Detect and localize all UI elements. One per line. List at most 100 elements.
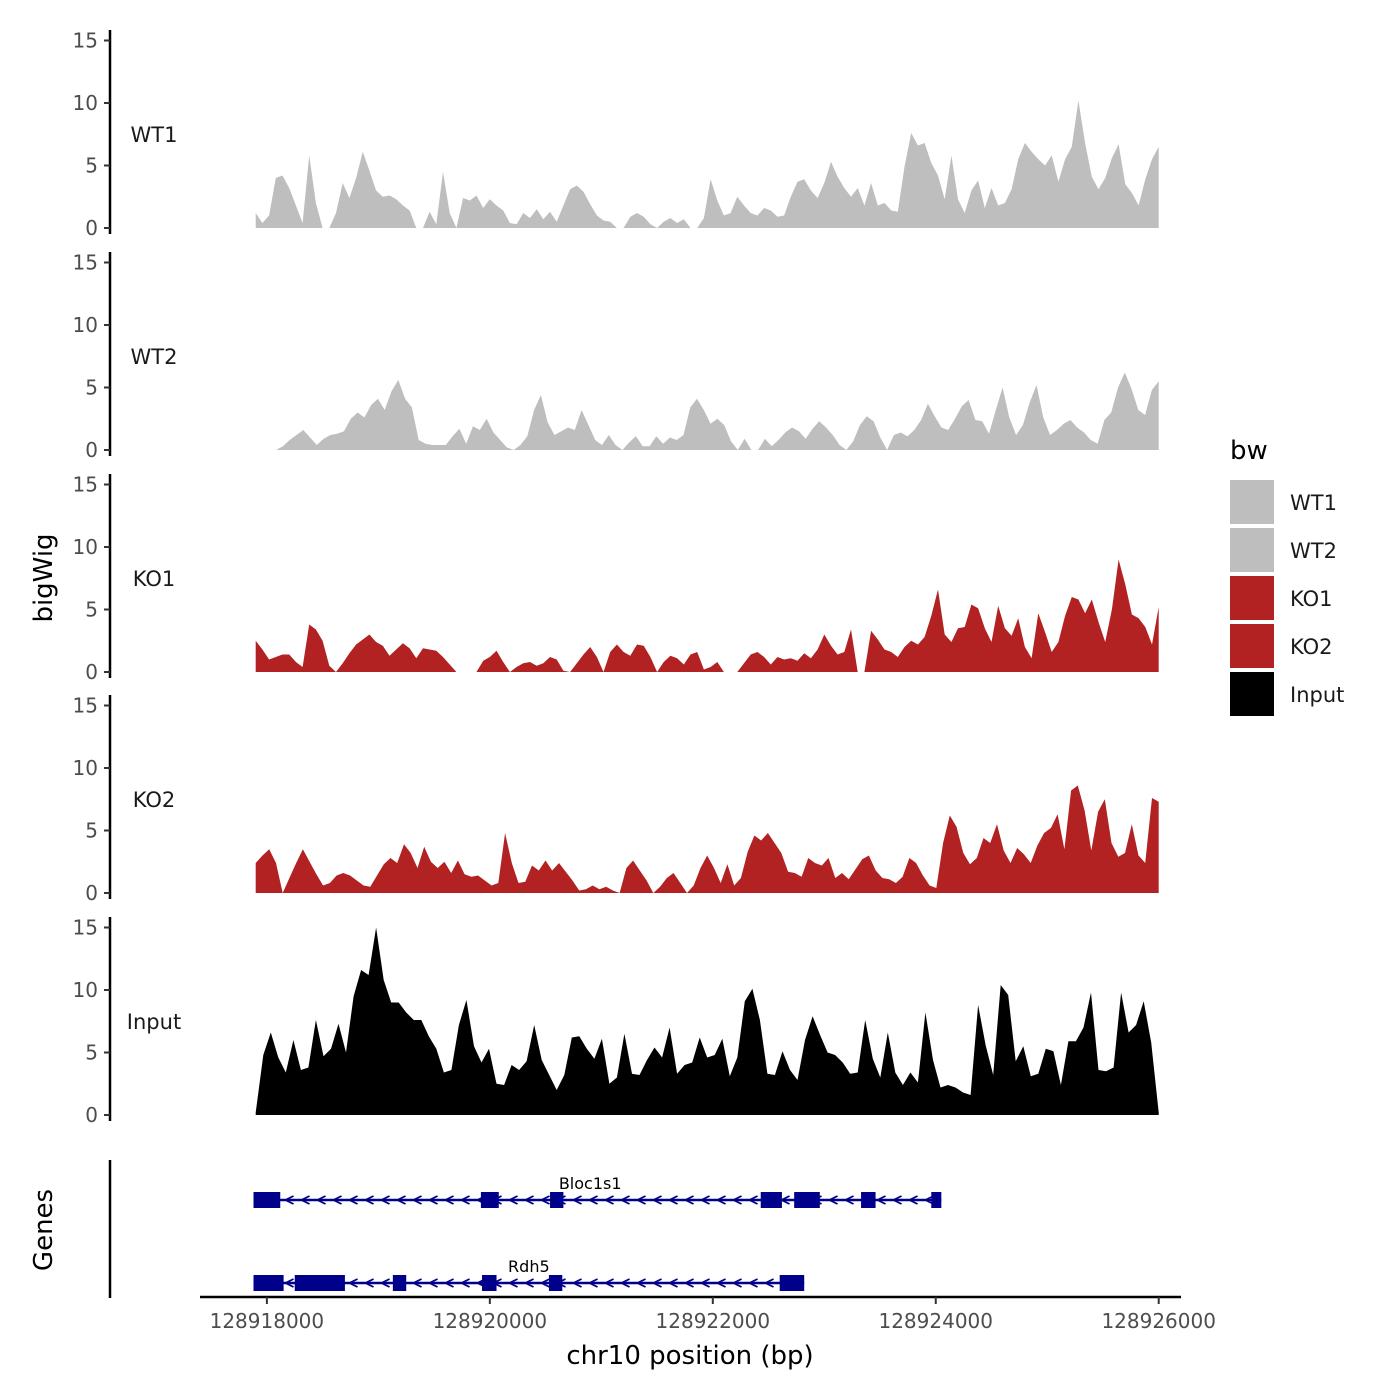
- strand-arrow: [603, 1195, 614, 1205]
- strand-arrow: [651, 1195, 662, 1205]
- strand-arrow: [635, 1278, 646, 1288]
- strand-arrow: [683, 1278, 694, 1288]
- legend-item-input: Input: [1230, 672, 1344, 716]
- y-tick-label: 15: [73, 251, 98, 275]
- strand-arrow: [587, 1195, 598, 1205]
- track-wt2: 0 5 10 15 WT2: [73, 251, 1159, 462]
- strand-arrow: [395, 1195, 406, 1205]
- legend-item-ko1: KO1: [1230, 576, 1333, 620]
- track-wt1: 0 5 10 15 WT1: [73, 29, 1159, 240]
- strand-arrow: [411, 1278, 422, 1288]
- legend-swatch: [1230, 576, 1274, 620]
- legend-swatch: [1230, 480, 1274, 524]
- track-label: Input: [127, 1010, 181, 1034]
- strand-arrow: [923, 1195, 934, 1205]
- track-input: 0 5 10 15 Input: [73, 916, 1159, 1127]
- strand-arrow: [603, 1278, 614, 1288]
- strand-arrow: [443, 1278, 454, 1288]
- strand-arrow: [363, 1278, 374, 1288]
- y-tick-label: 15: [73, 473, 98, 497]
- legend-item-wt2: WT2: [1230, 528, 1337, 572]
- gene-label: Rdh5: [508, 1257, 550, 1276]
- exon: [253, 1192, 281, 1208]
- strand-arrow: [571, 1195, 582, 1205]
- coverage-area-input: [255, 927, 1159, 1115]
- y-tick-label: 10: [73, 756, 98, 780]
- track-label: KO1: [133, 567, 176, 591]
- y-tick-label: 0: [85, 660, 98, 684]
- strand-arrow: [347, 1278, 358, 1288]
- y-tick-label: 0: [85, 1103, 98, 1127]
- exon: [253, 1275, 284, 1291]
- strand-arrow: [731, 1195, 742, 1205]
- y-axis-title: bigWig: [29, 533, 59, 622]
- track-label: WT2: [131, 345, 178, 369]
- legend-label: KO2: [1290, 635, 1333, 659]
- strand-arrow: [891, 1195, 902, 1205]
- y-tick-label: 15: [73, 29, 98, 53]
- strand-arrow: [731, 1278, 742, 1288]
- strand-arrow: [427, 1195, 438, 1205]
- y-tick-label: 15: [73, 694, 98, 718]
- strand-arrow: [667, 1195, 678, 1205]
- coverage-area-ko2: [255, 785, 1159, 893]
- y-tick-label: 10: [73, 535, 98, 559]
- strand-arrow: [379, 1278, 390, 1288]
- legend-label: WT1: [1290, 491, 1337, 515]
- exon: [861, 1192, 876, 1208]
- y-tick-label: 0: [85, 216, 98, 240]
- x-tick-label: 128922000: [656, 1309, 771, 1333]
- strand-arrow: [283, 1195, 294, 1205]
- genes-panel: Rdh5 Bloc1s1: [108, 1160, 942, 1298]
- strand-arrow: [523, 1195, 534, 1205]
- strand-arrow: [315, 1195, 326, 1205]
- x-axis: 128918000 128920000 128922000 128924000 1289…: [200, 1295, 1216, 1333]
- strand-arrow: [539, 1278, 550, 1288]
- gene-rdh5: Rdh5: [253, 1257, 805, 1291]
- legend: bw WT1 WT2 KO1 KO2 Input: [1230, 436, 1344, 716]
- strand-arrow: [539, 1195, 550, 1205]
- strand-arrow: [699, 1278, 710, 1288]
- x-tick-label: 128926000: [1101, 1309, 1216, 1333]
- exon: [392, 1275, 407, 1291]
- strand-arrow: [619, 1195, 630, 1205]
- strand-arrow: [619, 1278, 630, 1288]
- exon: [794, 1192, 820, 1208]
- strand-arrow: [715, 1195, 726, 1205]
- exon: [931, 1192, 942, 1208]
- strand-arrow: [715, 1278, 726, 1288]
- exon: [548, 1275, 563, 1291]
- legend-swatch: [1230, 672, 1274, 716]
- x-tick-label: 128918000: [210, 1309, 325, 1333]
- x-tick-label: 128920000: [433, 1309, 548, 1333]
- x-tick-label: 128924000: [878, 1309, 993, 1333]
- exon: [482, 1275, 497, 1291]
- strand-arrow: [507, 1195, 518, 1205]
- y-tick-label: 5: [85, 819, 98, 843]
- coverage-area-wt1: [255, 100, 1159, 228]
- exon: [760, 1192, 782, 1208]
- y-tick-label: 0: [85, 881, 98, 905]
- track-panels: 0 5 10 15 WT1 0 5 10 15 WT2 0 5 10 15 KO1 0 5 10 15 KO2 0 5 10…: [73, 29, 1159, 1127]
- legend-item-ko2: KO2: [1230, 624, 1333, 668]
- legend-item-wt1: WT1: [1230, 480, 1337, 524]
- gene-label: Bloc1s1: [559, 1174, 622, 1193]
- legend-label: WT2: [1290, 539, 1337, 563]
- genes-axis-title: Genes: [29, 1189, 59, 1271]
- strand-arrow: [635, 1195, 646, 1205]
- strand-arrow: [667, 1278, 678, 1288]
- legend-label: KO1: [1290, 587, 1333, 611]
- strand-arrow: [875, 1195, 886, 1205]
- y-tick-label: 10: [73, 91, 98, 115]
- y-tick-label: 5: [85, 154, 98, 178]
- y-tick-label: 0: [85, 438, 98, 462]
- exon: [550, 1192, 564, 1208]
- strand-arrow: [843, 1195, 854, 1205]
- legend-swatch: [1230, 528, 1274, 572]
- strand-arrow: [699, 1195, 710, 1205]
- strand-arrow: [683, 1195, 694, 1205]
- strand-arrow: [827, 1195, 838, 1205]
- strand-arrow: [747, 1278, 758, 1288]
- strand-arrow: [523, 1278, 534, 1288]
